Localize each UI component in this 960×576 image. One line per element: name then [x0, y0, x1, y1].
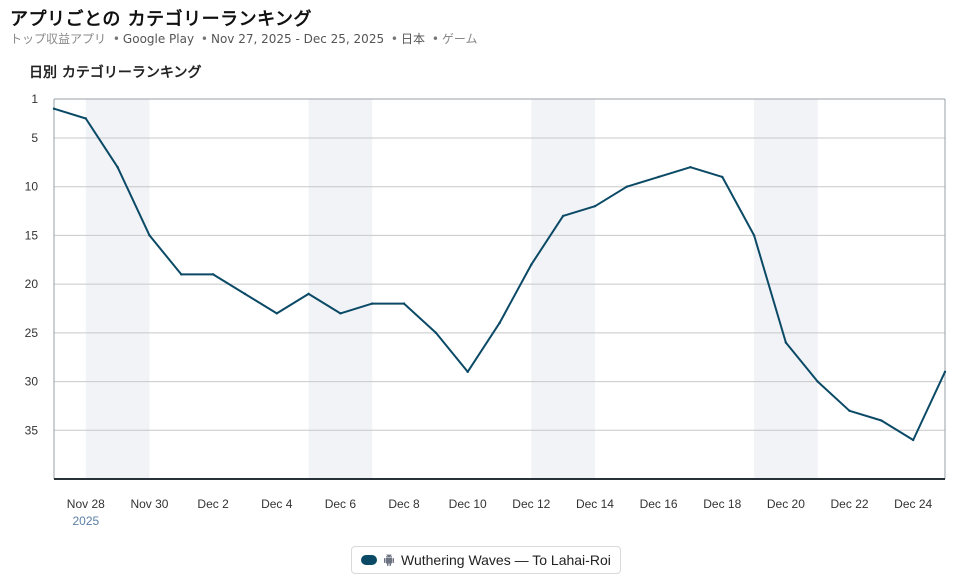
- y-tick-label: 5: [31, 131, 38, 145]
- data-point: [848, 409, 851, 412]
- y-tick-label: 10: [25, 180, 39, 194]
- y-tick-label: 1: [31, 92, 38, 106]
- x-year-label: 2025: [72, 514, 99, 528]
- data-point: [816, 380, 819, 383]
- data-point: [689, 166, 692, 169]
- data-point: [275, 312, 278, 315]
- data-point: [784, 341, 788, 344]
- y-tick-label: 15: [25, 228, 39, 242]
- weekend-band: [531, 99, 595, 479]
- data-point: [180, 273, 183, 276]
- x-tick-label: Dec 14: [576, 497, 614, 511]
- x-tick-label: Dec 6: [325, 497, 357, 511]
- legend-swatch: [361, 555, 377, 565]
- page-title: アプリごとの カテゴリーランキング: [10, 9, 313, 30]
- y-tick-label: 30: [25, 375, 39, 389]
- data-point: [116, 166, 119, 169]
- data-point: [148, 234, 151, 237]
- data-point: [211, 273, 215, 276]
- x-tick-label: Dec 12: [512, 497, 550, 511]
- data-point: [721, 175, 724, 179]
- separator-dot: •: [431, 32, 439, 46]
- data-point: [657, 175, 660, 179]
- x-tick-label: Dec 10: [449, 497, 487, 511]
- x-tick-label: Dec 2: [197, 497, 229, 511]
- y-tick-label: 35: [25, 423, 39, 437]
- data-point: [307, 292, 310, 296]
- x-tick-label: Dec 8: [388, 497, 420, 511]
- x-tick-label: Nov 28: [67, 497, 105, 511]
- x-tick-label: Dec 24: [894, 497, 932, 511]
- x-axis-ticks: Nov 28 Nov 30 Dec 2 Dec 4 Dec 6 Dec 8 Dec 10 De…: [67, 497, 933, 528]
- data-point: [339, 312, 342, 315]
- legend-label: Wuthering Waves — To Lahai-Roi: [401, 552, 611, 568]
- store-name: Google Play: [122, 32, 195, 46]
- x-tick-label: Dec 4: [261, 497, 293, 511]
- data-point: [402, 302, 406, 305]
- data-point: [911, 438, 915, 442]
- data-point: [593, 204, 597, 208]
- weekend-band: [754, 99, 818, 479]
- data-point: [371, 302, 374, 305]
- list-type: トップ収益アプリ: [10, 32, 107, 46]
- x-tick-label: Dec 20: [767, 497, 805, 511]
- date-range: Nov 27, 2025 - Dec 25, 2025: [210, 32, 385, 46]
- subtitle: トップ収益アプリ • Google Play • Nov 27, 2025 - De…: [10, 30, 478, 47]
- x-tick-label: Dec 16: [640, 497, 678, 511]
- data-point: [943, 370, 947, 374]
- data-point: [434, 331, 438, 335]
- android-icon: [384, 554, 394, 566]
- data-point: [498, 321, 501, 325]
- y-tick-label: 20: [25, 277, 39, 291]
- y-tick-label: 25: [25, 326, 39, 340]
- separator-dot: •: [112, 32, 120, 46]
- x-tick-label: Nov 30: [130, 497, 168, 511]
- data-point: [880, 419, 883, 422]
- data-point: [625, 185, 628, 188]
- chart-title: 日別 カテゴリーランキング: [29, 65, 202, 81]
- plot-frame: [53, 98, 946, 480]
- weekend-band: [308, 99, 373, 479]
- weekend-band: [85, 99, 150, 479]
- x-tick-label: Dec 22: [831, 497, 869, 511]
- data-point: [52, 107, 56, 110]
- legend-item[interactable]: Wuthering Waves — To Lahai-Roi: [351, 546, 621, 574]
- data-point: [466, 370, 469, 374]
- data-point: [84, 117, 88, 120]
- category: ゲーム: [441, 32, 478, 46]
- separator-dot: •: [200, 32, 208, 46]
- x-tick-label: Dec 18: [703, 497, 741, 511]
- country: 日本: [401, 32, 426, 46]
- data-point: [530, 263, 533, 266]
- series-layer: [52, 107, 947, 442]
- data-point: [243, 292, 247, 296]
- data-point: [752, 234, 756, 237]
- separator-dot: •: [390, 32, 398, 46]
- weekend-bands: [85, 99, 818, 479]
- data-point: [561, 214, 565, 218]
